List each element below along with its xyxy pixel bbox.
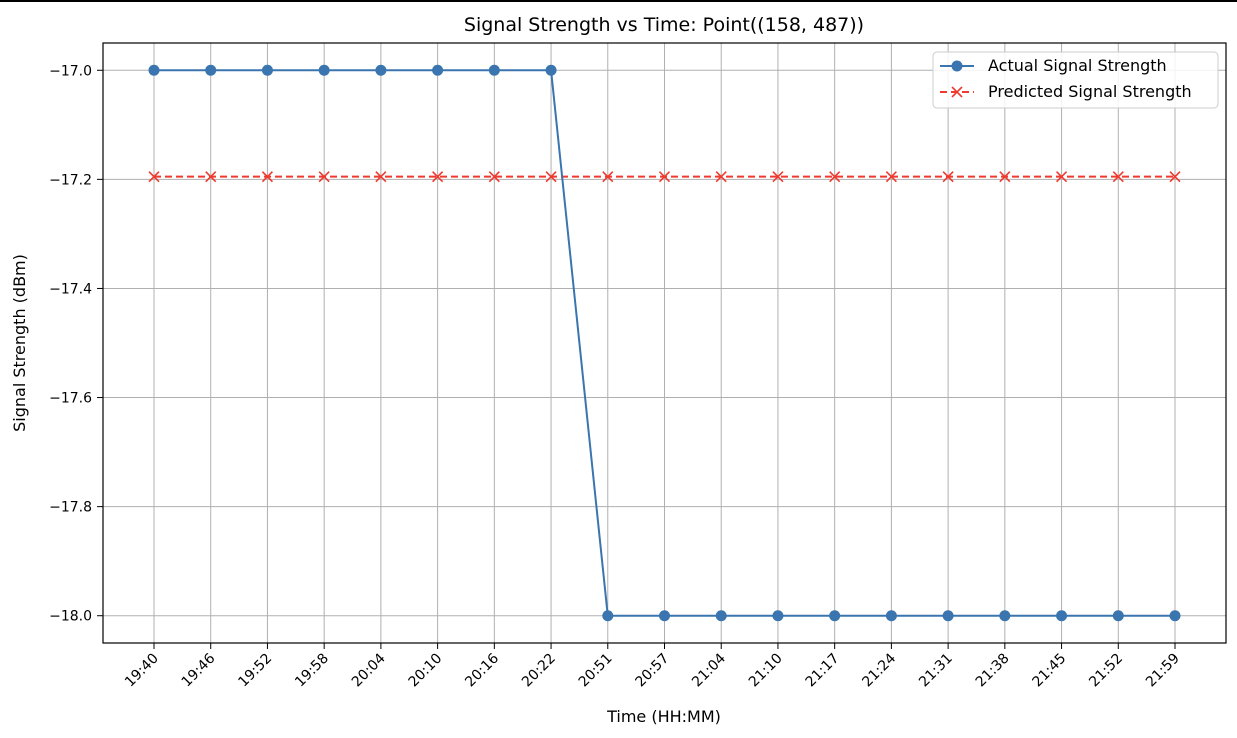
x-axis-label: Time (HH:MM) (606, 707, 721, 726)
y-tick-label: −18.0 (49, 609, 92, 625)
x-marker-stroke (375, 171, 387, 183)
x-tick-label: 21:10 (746, 651, 786, 691)
x-tick-label: 21:31 (916, 651, 956, 691)
x-tick-label: 20:16 (462, 650, 502, 690)
predicted-data-point (885, 171, 897, 183)
series-layer (148, 64, 1181, 622)
top-border (0, 0, 1237, 2)
actual-data-point (772, 610, 784, 622)
legend-actual-marker (951, 60, 963, 72)
actual-data-point (318, 64, 330, 76)
actual-data-point (148, 64, 160, 76)
y-tick-label: −17.2 (49, 172, 92, 188)
y-axis-label: Signal Strength (dBm) (10, 254, 29, 432)
x-tick-label: 21:45 (1030, 651, 1070, 691)
x-marker-stroke (999, 171, 1011, 183)
x-tick-label: 20:10 (406, 651, 446, 691)
predicted-data-point (375, 171, 387, 183)
predicted-data-point (942, 171, 954, 183)
x-marker-stroke (885, 171, 897, 183)
predicted-data-point (432, 171, 444, 183)
predicted-data-point (1055, 171, 1068, 183)
x-tick-label: 20:51 (576, 651, 616, 691)
x-axis: 19:40 19:46 19:52 19:58 20:04 20:10 20:16 20:22… (122, 643, 1183, 690)
x-marker-stroke (1169, 171, 1181, 183)
actual-data-point (715, 610, 727, 622)
actual-data-point (261, 64, 273, 76)
x-tick-label: 21:38 (973, 651, 1013, 691)
actual-data-point (829, 610, 841, 622)
predicted-data-point (318, 171, 330, 183)
x-marker-stroke (148, 171, 160, 183)
predicted-data-point (602, 171, 614, 183)
predicted-data-point (829, 171, 841, 183)
x-tick-label: 21:24 (859, 650, 899, 690)
x-tick-label: 21:59 (1143, 651, 1183, 691)
x-marker-stroke (1055, 171, 1068, 183)
predicted-data-point (545, 171, 557, 183)
actual-data-point (1169, 610, 1181, 622)
actual-data-point (432, 64, 444, 76)
x-tick-label: 19:52 (235, 651, 275, 691)
actual-data-point (545, 64, 557, 76)
predicted-data-point (658, 171, 671, 183)
x-tick-label: 19:40 (122, 651, 162, 691)
predicted-data-point (148, 171, 160, 183)
predicted-data-point (715, 171, 727, 183)
x-tick-label: 19:58 (292, 651, 332, 691)
x-marker-stroke (545, 171, 557, 183)
actual-data-point (659, 610, 670, 622)
legend: Actual Signal Strength Predicted Signal S… (932, 51, 1219, 109)
x-tick-label: 20:22 (519, 651, 559, 691)
x-marker-stroke (715, 171, 727, 183)
y-tick-label: −17.6 (49, 391, 92, 407)
x-tick-label: 21:52 (1086, 651, 1126, 691)
x-marker-stroke (942, 171, 954, 183)
x-marker-stroke (829, 171, 841, 183)
actual-data-point (375, 64, 387, 76)
actual-data-point (1112, 610, 1124, 622)
legend-predicted-marker (951, 86, 963, 98)
x-marker-stroke (318, 171, 330, 183)
predicted-data-point (772, 171, 784, 183)
legend-predicted-label: Predicted Signal Strength (988, 82, 1192, 101)
actual-data-point (205, 64, 217, 76)
x-tick-label: 20:57 (632, 651, 672, 691)
x-marker-stroke (658, 171, 671, 183)
x-marker-stroke (772, 171, 784, 183)
predicted-data-point (1112, 171, 1124, 183)
x-tick-label: 21:04 (689, 650, 729, 690)
y-tick-label: −17.0 (49, 63, 92, 79)
x-marker-stroke (205, 171, 217, 183)
x-marker-stroke (488, 171, 500, 183)
x-marker-stroke (602, 171, 614, 183)
actual-data-point (942, 610, 954, 622)
predicted-data-point (261, 171, 274, 183)
x-tick-label: 20:04 (349, 650, 389, 690)
x-marker-stroke (1112, 171, 1124, 183)
y-axis: −17.0 −17.2 −17.4 −17.6 −17.8 −18.0 (49, 63, 103, 625)
x-marker-stroke (261, 171, 274, 183)
actual-data-point (885, 610, 897, 622)
legend-box (932, 51, 1219, 109)
chart-title: Signal Strength vs Time: Point((158, 487… (464, 14, 864, 36)
x-marker-stroke (432, 171, 444, 183)
actual-data-point (1056, 610, 1068, 622)
x-tick-label: 21:17 (803, 651, 843, 691)
x-marker-stroke (951, 86, 963, 98)
x-tick-label: 19:46 (179, 650, 219, 690)
predicted-data-point (488, 171, 500, 183)
actual-data-point (999, 610, 1011, 622)
y-tick-label: −17.4 (49, 281, 92, 297)
predicted-data-point (999, 171, 1011, 183)
legend-actual-label: Actual Signal Strength (988, 56, 1167, 75)
predicted-data-point (205, 171, 217, 183)
y-tick-label: −17.8 (49, 500, 92, 516)
grid (103, 43, 1226, 643)
actual-data-point (488, 64, 500, 76)
predicted-data-point (1169, 171, 1181, 183)
actual-data-point (602, 610, 614, 622)
